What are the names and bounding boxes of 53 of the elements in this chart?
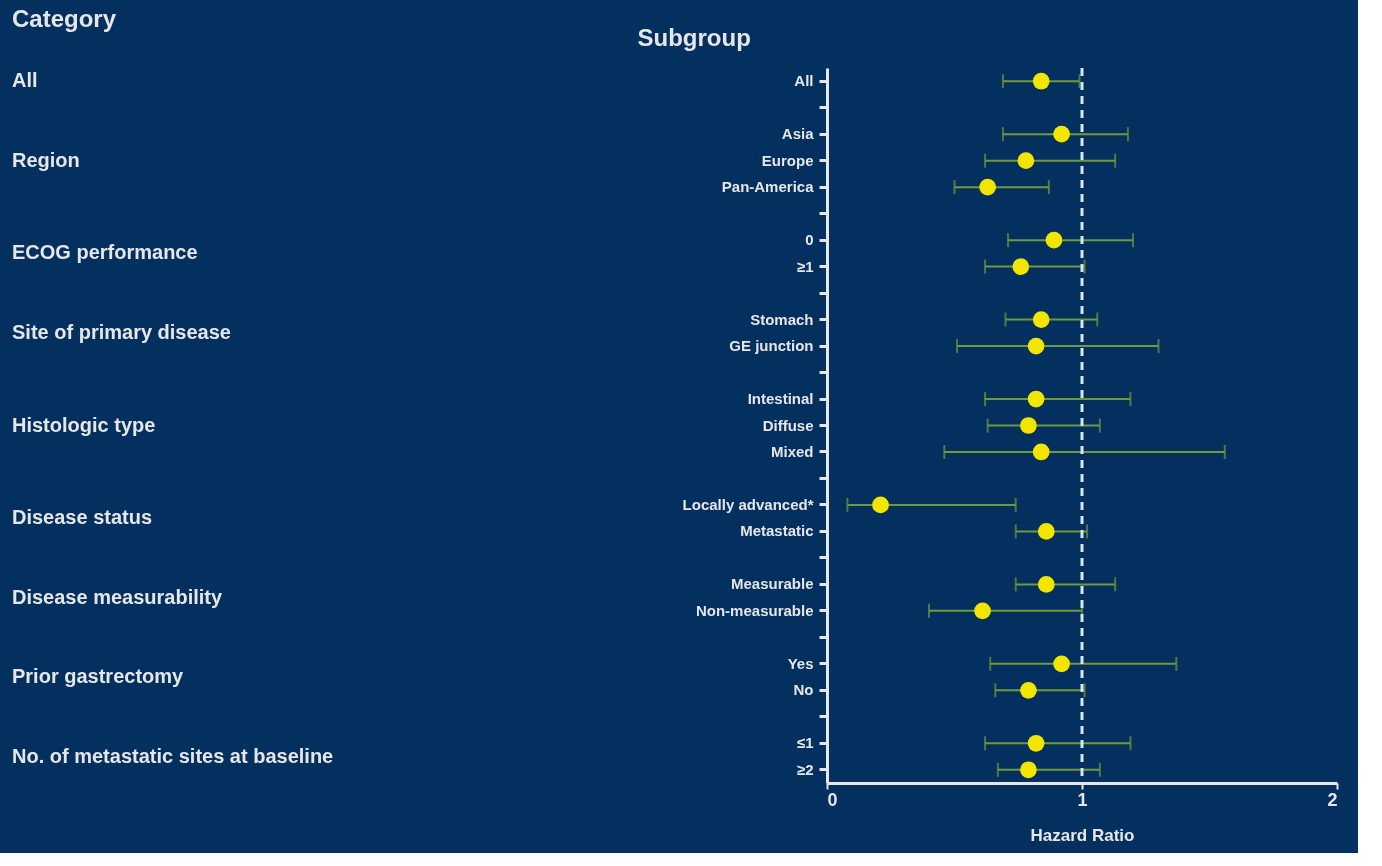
y-axis-title: Subgroup bbox=[637, 23, 751, 51]
point bbox=[1020, 417, 1037, 434]
text: Prior gastrectomy bbox=[12, 665, 185, 688]
y-tick-label: Measurable bbox=[730, 575, 814, 593]
point bbox=[1027, 390, 1045, 408]
point bbox=[1037, 576, 1055, 593]
text: Site of primary disease bbox=[12, 320, 231, 343]
point bbox=[1053, 655, 1070, 673]
point bbox=[1012, 258, 1030, 275]
text: Disease status bbox=[12, 506, 153, 529]
text: Region bbox=[12, 148, 80, 171]
point bbox=[1017, 152, 1035, 170]
point bbox=[974, 602, 991, 620]
point bbox=[1020, 761, 1037, 779]
y-tick-label: ≥2 bbox=[796, 760, 814, 778]
y-tick-label: ≥1 bbox=[796, 257, 814, 275]
point bbox=[1032, 311, 1050, 328]
y-tick-label: 0 bbox=[805, 231, 814, 249]
x-tick-label: 0 bbox=[827, 789, 838, 810]
point bbox=[979, 178, 997, 196]
y-tick-label: GE junction bbox=[729, 337, 814, 355]
x-axis-title: Hazard Ratio bbox=[1030, 825, 1135, 845]
y-tick-label: Non-measurable bbox=[695, 601, 814, 619]
point bbox=[1027, 337, 1045, 355]
text: No. of metastatic sites at baseline bbox=[12, 744, 334, 767]
x-tick-label: 1 bbox=[1077, 789, 1088, 810]
y-tick-label: Metastatic bbox=[740, 522, 814, 540]
text: Disease measurability bbox=[12, 585, 223, 608]
y-tick-label: Locally advanced* bbox=[682, 495, 814, 513]
y-tick-label: ≤1 bbox=[796, 734, 814, 752]
x-tick-label: 2 bbox=[1327, 789, 1338, 810]
text: All bbox=[12, 69, 38, 92]
point bbox=[1032, 72, 1050, 90]
point bbox=[1053, 125, 1070, 143]
y-tick-label: Mixed bbox=[770, 442, 814, 460]
y-tick-label: All bbox=[794, 72, 814, 90]
y-tick-label: Europe bbox=[761, 151, 814, 169]
y-tick-label: Yes bbox=[787, 654, 814, 672]
point bbox=[1045, 231, 1063, 249]
text: Histologic type bbox=[12, 413, 156, 436]
point bbox=[1020, 681, 1037, 699]
y-tick-label: Intestinal bbox=[747, 390, 814, 408]
text: Category bbox=[12, 5, 117, 32]
point bbox=[872, 496, 889, 514]
y-tick-label: No bbox=[793, 681, 814, 699]
y-tick-label: Asia bbox=[781, 125, 815, 143]
text: ECOG performance bbox=[12, 241, 198, 264]
point bbox=[1032, 443, 1050, 461]
point bbox=[1027, 734, 1045, 752]
y-tick-label: Stomach bbox=[750, 310, 814, 328]
y-tick-label: Pan-America bbox=[721, 178, 815, 196]
point bbox=[1037, 523, 1055, 540]
y-tick-label: Diffuse bbox=[762, 416, 814, 434]
